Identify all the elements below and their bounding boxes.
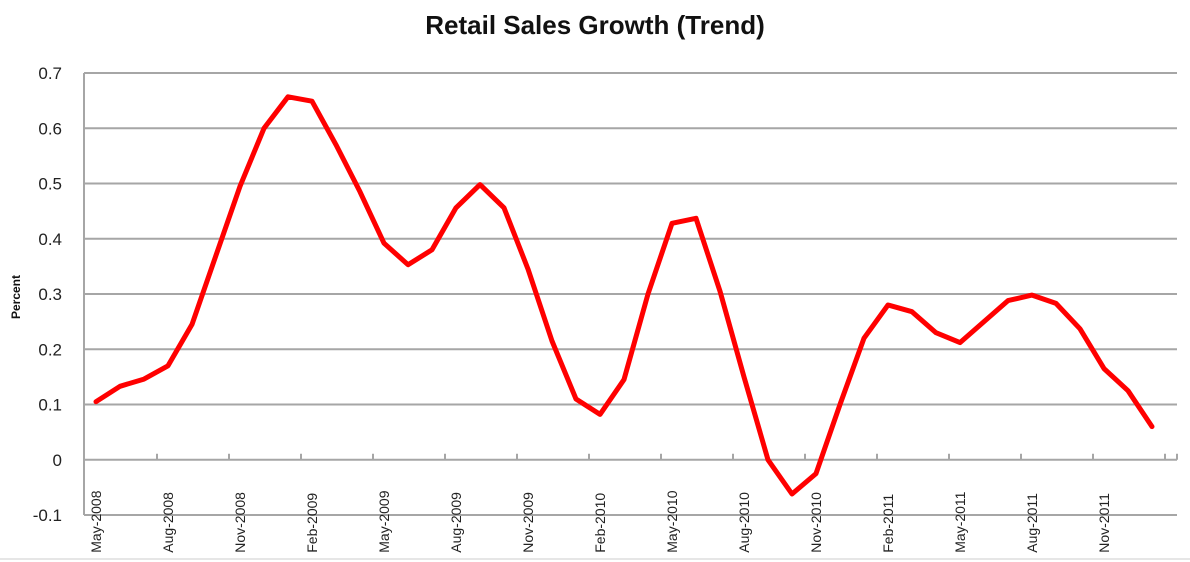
x-tick-label: Nov-2011 — [1096, 493, 1112, 553]
x-tick-label: Feb-2011 — [880, 494, 896, 553]
x-tick-label: Aug-2009 — [448, 492, 464, 553]
x-tick-label: Feb-2009 — [304, 493, 320, 553]
x-tick-label: Aug-2010 — [736, 492, 752, 553]
x-tick-label: May-2009 — [376, 490, 392, 552]
x-axis-tick-labels: May-2008 Aug-2008 Nov-2008 Feb-2009 May-2009… — [88, 490, 1112, 552]
x-tick-label: Nov-2008 — [232, 492, 248, 553]
y-tick-label: 0.4 — [38, 230, 62, 249]
x-tick-label: May-2010 — [664, 490, 680, 552]
y-tick-label: 0.7 — [38, 64, 62, 83]
x-tick-label: Feb-2010 — [592, 493, 608, 553]
y-tick-label: 0.6 — [38, 119, 62, 138]
divider — [0, 558, 1190, 560]
y-axis-ticks: 0.7 0.6 0.5 0.4 0.3 0.2 0.1 0 -0.1 — [33, 64, 62, 525]
y-tick-label: 0.5 — [38, 175, 62, 194]
y-tick-label: 0.2 — [38, 340, 62, 359]
x-tick-label: Nov-2010 — [808, 492, 824, 553]
x-tick-label: Aug-2008 — [160, 492, 176, 553]
y-tick-label: 0.3 — [38, 285, 62, 304]
x-tick-label: May-2008 — [88, 490, 104, 552]
y-tick-label: 0.1 — [38, 396, 62, 415]
series-line — [93, 94, 1155, 497]
x-tick-label: Aug-2011 — [1024, 493, 1040, 553]
x-tick-label: Nov-2009 — [520, 492, 536, 553]
x-axis — [156, 453, 1178, 460]
chart-title: Retail Sales Growth (Trend) — [425, 10, 765, 40]
y-tick-label: 0 — [53, 451, 62, 470]
y-tick-label: -0.1 — [33, 506, 62, 525]
x-tick-label: May-2011 — [952, 491, 968, 552]
gridlines — [83, 72, 1177, 516]
